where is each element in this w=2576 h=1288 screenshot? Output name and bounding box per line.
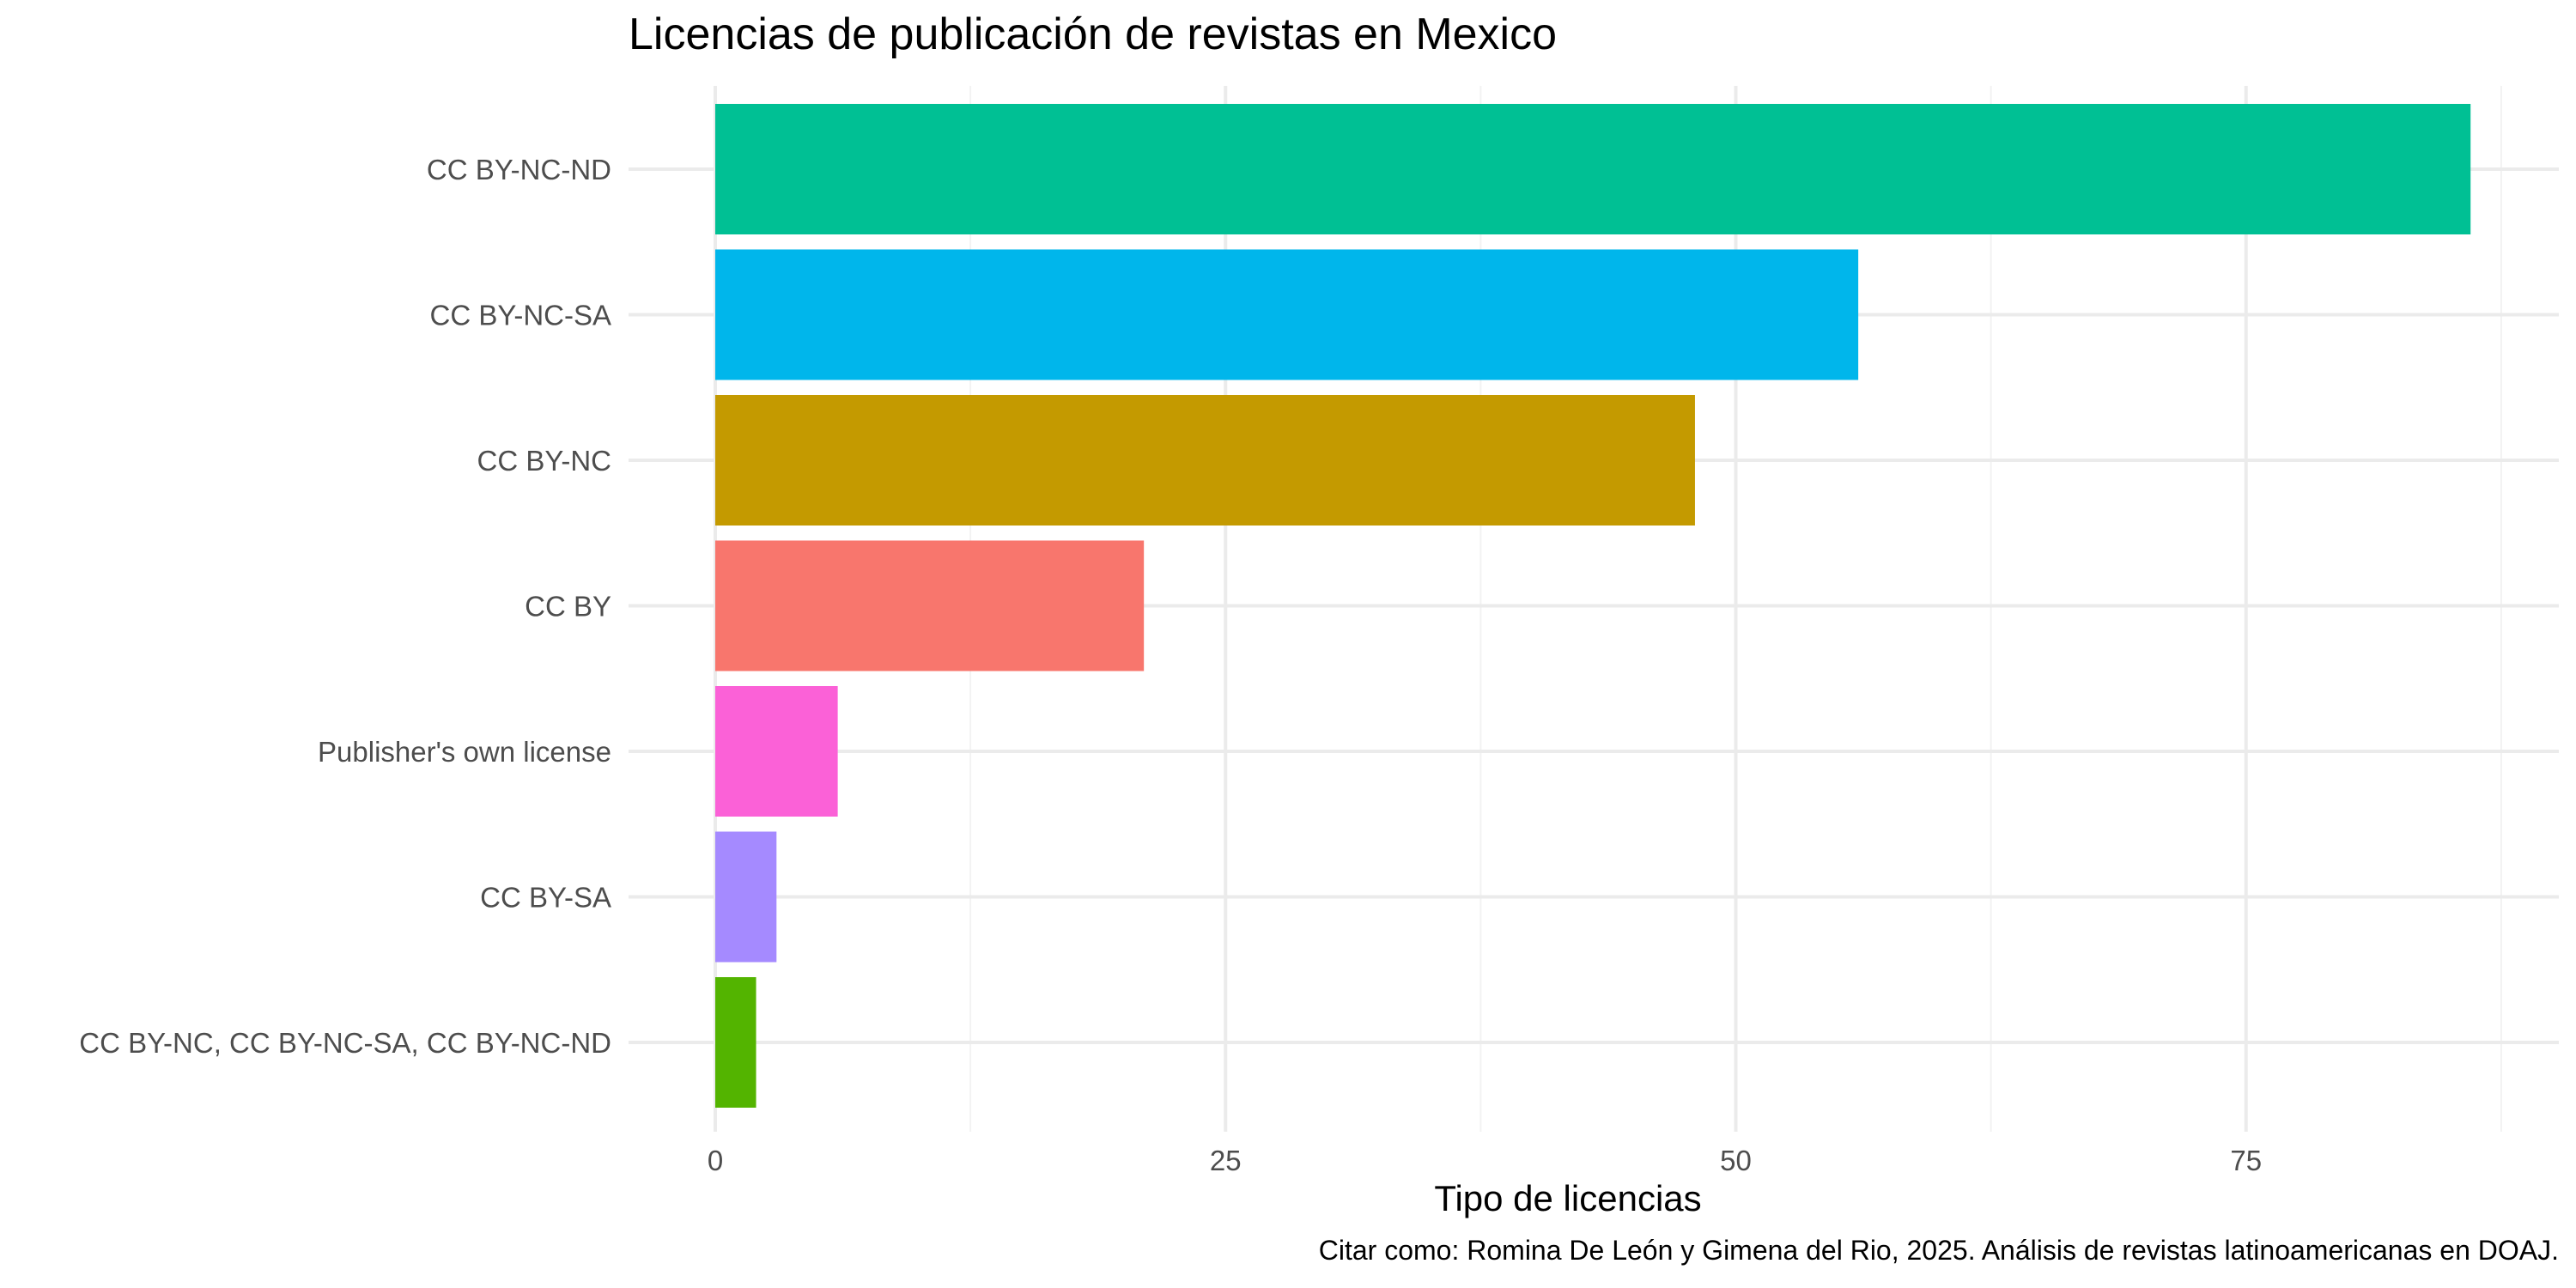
- bar: [715, 395, 1695, 526]
- bar: [715, 104, 2471, 234]
- category-labels: CC BY-NC-ND CC BY-NC-SA CC BY-NC CC BY Publi…: [79, 154, 611, 1059]
- x-tick-label: 50: [1720, 1145, 1752, 1176]
- category-label: CC BY-NC-ND: [427, 154, 611, 185]
- x-tick-label: 25: [1210, 1145, 1242, 1176]
- category-label: Publisher's own license: [318, 736, 611, 768]
- bar: [715, 686, 838, 817]
- bar: [715, 249, 1859, 380]
- chart-caption: Citar como: Romina De León y Gimena del …: [1318, 1235, 2559, 1266]
- bar: [715, 977, 756, 1108]
- bar: [715, 831, 777, 963]
- category-label: CC BY: [525, 591, 611, 623]
- chart-title: Licencias de publicación de revistas en …: [629, 9, 1558, 59]
- category-label: CC BY-NC-SA: [430, 300, 612, 331]
- x-tick-labels: 0 25 50 75: [708, 1145, 2262, 1176]
- bars: [715, 104, 2471, 1108]
- x-axis-title: Tipo de licencias: [1434, 1178, 1701, 1218]
- x-tick-label: 0: [708, 1145, 723, 1176]
- category-label: CC BY-SA: [480, 882, 611, 914]
- bar: [715, 540, 1145, 671]
- category-label: CC BY-NC, CC BY-NC-SA, CC BY-NC-ND: [79, 1027, 611, 1059]
- x-tick-label: 75: [2230, 1145, 2262, 1176]
- category-label: CC BY-NC: [477, 445, 611, 477]
